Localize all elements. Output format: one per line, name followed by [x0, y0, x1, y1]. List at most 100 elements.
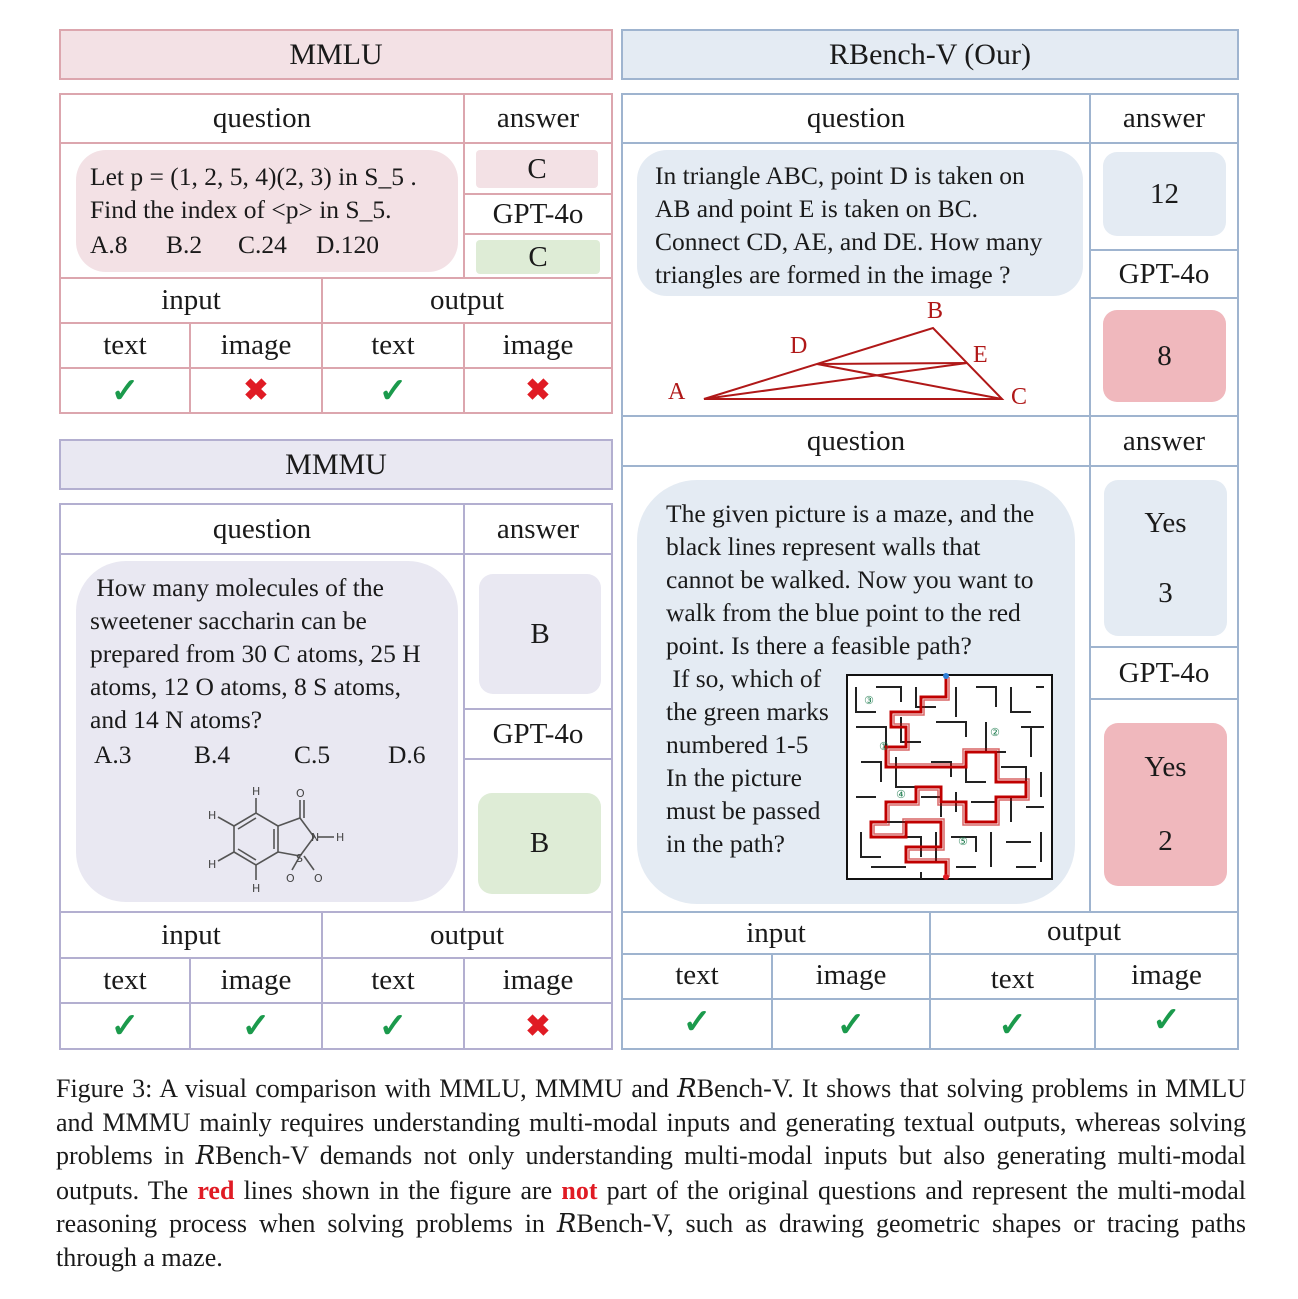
caption-r-symbol: R	[556, 1208, 577, 1239]
atom-label: S	[296, 852, 303, 865]
maze-mark: ④	[896, 788, 906, 801]
rbench-q2-header: question	[806, 424, 906, 457]
question-line: numbered 1-5	[666, 730, 809, 759]
mmmu-answer-header: answer	[496, 512, 580, 545]
question-line: Find the index of <p> in S_5.	[90, 195, 392, 224]
rbench-output-header: output	[1046, 914, 1122, 947]
question-line: walk from the blue point to the red	[666, 598, 1021, 627]
rbench-input-text: text	[675, 958, 719, 991]
caption-r-symbol: R	[195, 1141, 216, 1172]
vertex-label: C	[1011, 384, 1027, 410]
rbench-model-label-1: GPT-4o	[1118, 257, 1210, 290]
question-line: Connect CD, AE, and DE. How many	[655, 227, 1043, 256]
mmlu-model-label: GPT-4o	[492, 197, 584, 230]
question-line: The given picture is a maze, and the	[666, 499, 1035, 528]
check-icon: ✓	[1152, 1002, 1181, 1039]
rbench-q1-bubble: In triangle ABC, point D is taken on AB …	[637, 150, 1083, 296]
question-line: cannot be walked. Now you want to	[666, 565, 1034, 594]
check-icon: ✓	[110, 372, 140, 410]
mmmu-output-header: output	[429, 918, 505, 951]
cross-icon: ✖	[525, 1009, 551, 1043]
mmlu-input-image: image	[220, 329, 292, 361]
m2-line: Yes	[1144, 751, 1187, 784]
question-line: the green marks	[666, 697, 829, 726]
rbench-input-image: image	[815, 958, 887, 991]
maze-mark: ⑤	[958, 835, 968, 848]
atom-label: H	[252, 785, 260, 798]
rbench-output-image: image	[1131, 958, 1202, 991]
question-line: If so, which of	[666, 664, 822, 693]
check-icon: ✓	[836, 1007, 866, 1044]
mmmu-title: MMMU	[59, 439, 613, 490]
question-line: triangles are formed in the image ?	[655, 260, 1011, 289]
question-line: In triangle ABC, point D is taken on	[655, 161, 1025, 190]
atom-label: H	[252, 882, 260, 895]
vertex-label: B	[927, 298, 943, 324]
question-line: black lines represent walls that	[666, 532, 981, 561]
question-line: How many molecules of the	[90, 573, 384, 602]
mmmu-question-header: question	[212, 512, 312, 545]
mmlu-answer: C	[476, 150, 598, 188]
rbench-m2: Yes 2	[1104, 723, 1227, 886]
question-line: Let p = (1, 2, 5, 4)(2, 3) in S_5 .	[90, 162, 417, 191]
mmlu-input-text: text	[103, 329, 147, 361]
rbench-input-header: input	[746, 916, 806, 949]
mmlu-input-header: input	[161, 284, 221, 316]
rbench-q1-header: question	[806, 102, 906, 134]
mmmu-answer: B	[479, 574, 601, 694]
mmlu-output-header: output	[429, 284, 505, 316]
caption-not-word: not	[561, 1175, 598, 1205]
question-line: sweetener saccharin can be	[90, 606, 367, 635]
question-line: prepared from 30 C atoms, 25 H	[90, 639, 421, 668]
option: C.5	[294, 740, 331, 769]
question-line: in the path?	[666, 829, 785, 858]
figure-caption: Figure 3: A visual comparison with MMLU,…	[56, 1072, 1246, 1274]
mmlu-model-answer: C	[476, 240, 600, 274]
mmmu-model-answer: B	[478, 793, 601, 894]
mmlu-question-header: question	[212, 102, 312, 134]
caption-text: Bench-V. It shows that solving problems …	[56, 1074, 1246, 1171]
rbench-model-label-2: GPT-4o	[1118, 656, 1210, 689]
question-line: In the picture	[666, 763, 802, 792]
check-icon: ✓	[378, 1008, 408, 1045]
check-icon: ✓	[241, 1008, 271, 1045]
option: D.120	[316, 230, 380, 259]
atom-label: O	[314, 872, 323, 885]
atom-label: O	[286, 872, 295, 885]
atom-label: H	[336, 831, 344, 844]
rbench-a1: 12	[1103, 152, 1226, 236]
maze-image: ③ ② ① ④ ⑤	[846, 673, 1053, 880]
caption-text: Bench-V, such as drawing geometric shape…	[56, 1208, 1246, 1273]
m2-line: 2	[1158, 824, 1173, 857]
vertex-label: E	[973, 342, 988, 368]
rbench-a1-header: answer	[1122, 102, 1206, 134]
option: D.6	[388, 740, 426, 769]
caption-r-symbol: R	[677, 1074, 697, 1104]
option: B.2	[166, 230, 203, 259]
rbench-m1: 8	[1103, 310, 1226, 402]
mmmu-options: A.3 B.4 C.5 D.6	[90, 738, 458, 771]
caption-text: Bench-V demands not only understanding m…	[56, 1141, 1246, 1205]
question-line: atoms, 12 O atoms, 8 S atoms,	[90, 672, 401, 701]
rbench-output-text: text	[990, 962, 1035, 995]
mmmu-input-text: text	[103, 964, 147, 996]
check-icon: ✓	[378, 372, 408, 410]
cross-icon: ✖	[243, 374, 269, 407]
a2-line: Yes	[1144, 506, 1187, 539]
question-line: AB and point E is taken on BC.	[655, 194, 978, 223]
mmlu-question-bubble: Let p = (1, 2, 5, 4)(2, 3) in S_5 . Find…	[76, 150, 458, 272]
mmlu-answer-header: answer	[496, 102, 580, 134]
rbench-title: RBench-V (Our)	[621, 29, 1239, 80]
option: B.4	[194, 740, 231, 769]
check-icon: ✓	[110, 1008, 140, 1045]
saccharin-molecule-image: H H H H O N H S O O	[208, 785, 344, 895]
atom-label: H	[208, 858, 216, 871]
vertex-label: D	[790, 333, 807, 359]
atom-label: N	[311, 831, 319, 844]
question-line: and 14 N atoms?	[90, 705, 263, 734]
question-line: must be passed	[666, 796, 821, 825]
maze-mark: ③	[864, 694, 874, 707]
maze-mark: ①	[879, 740, 889, 753]
atom-label: O	[296, 787, 305, 800]
